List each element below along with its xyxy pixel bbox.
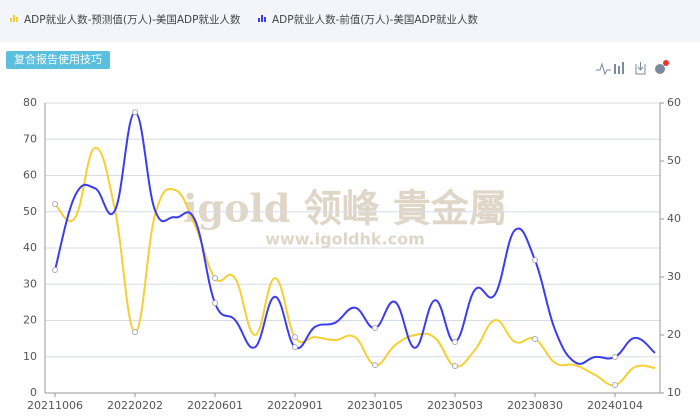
tool-line-icon[interactable]: [596, 62, 611, 76]
point: [132, 109, 138, 116]
tool-settings-icon[interactable]: [655, 64, 665, 74]
x-tick-label: 20230830: [507, 399, 563, 412]
y2-tick-label: 50: [667, 154, 681, 167]
point: [612, 354, 618, 361]
watermark: www.igoldhk.com: [265, 230, 425, 249]
point: [372, 325, 378, 332]
y2-tick-label: 60: [667, 96, 681, 109]
point: [52, 267, 58, 274]
legend-item[interactable]: ADP就业人数-预测值(万人)-美国ADP就业人数: [10, 13, 241, 26]
x-tick-label: 20230105: [347, 399, 403, 412]
y-tick-label: 80: [23, 96, 37, 109]
x-tick-label: 20220601: [187, 399, 243, 412]
legend-icon: [261, 15, 263, 22]
point: [612, 382, 618, 389]
point: [372, 362, 378, 369]
y-tick-label: 60: [23, 169, 37, 182]
y-tick-label: 20: [23, 314, 37, 327]
point: [452, 338, 458, 345]
legend-icon: [264, 17, 266, 22]
y2-tick-label: 40: [667, 212, 681, 225]
y2-tick-label: 30: [667, 270, 681, 283]
point: [452, 363, 458, 370]
legend-icon: [10, 18, 12, 22]
y2-tick-label: 20: [667, 328, 681, 341]
x-tick-label: 20230503: [427, 399, 483, 412]
point: [532, 335, 538, 342]
point: [132, 329, 138, 336]
x-tick-label: 20240104: [587, 399, 643, 412]
help-button[interactable]: 复合报告使用技巧: [6, 51, 110, 69]
point: [212, 275, 218, 282]
y-tick-label: 50: [23, 205, 37, 218]
y2-tick-label: 10: [667, 386, 681, 399]
point: [292, 344, 298, 351]
y-tick-label: 10: [23, 350, 37, 363]
tool-download-icon[interactable]: [635, 62, 646, 75]
x-tick-label: 20211006: [27, 399, 83, 412]
point: [292, 334, 298, 341]
legend-item[interactable]: ADP就业人数-前值(万人)-美国ADP就业人数: [258, 13, 478, 26]
series-line: [54, 146, 656, 387]
legend-label: ADP就业人数-预测值(万人)-美国ADP就业人数: [24, 13, 241, 26]
legend-icon: [16, 17, 18, 22]
tool-bar-icon[interactable]: [614, 64, 616, 74]
x-tick-label: 20220901: [267, 399, 323, 412]
y-tick-label: 0: [30, 386, 37, 399]
y-tick-label: 40: [23, 241, 37, 254]
watermark: igold 领峰 貴金屬: [183, 186, 507, 231]
legend-label: ADP就业人数-前值(万人)-美国ADP就业人数: [272, 13, 478, 26]
legend-icon: [258, 18, 260, 22]
point: [212, 300, 218, 307]
toolbar: [596, 60, 669, 76]
point: [52, 201, 58, 208]
x-tick-label: 20220202: [107, 399, 163, 412]
series-line: [54, 111, 656, 365]
point: [532, 257, 538, 264]
y-tick-label: 70: [23, 132, 37, 145]
legend-bar: [0, 0, 700, 42]
legend-icon: [13, 15, 15, 22]
y-tick-label: 30: [23, 277, 37, 290]
